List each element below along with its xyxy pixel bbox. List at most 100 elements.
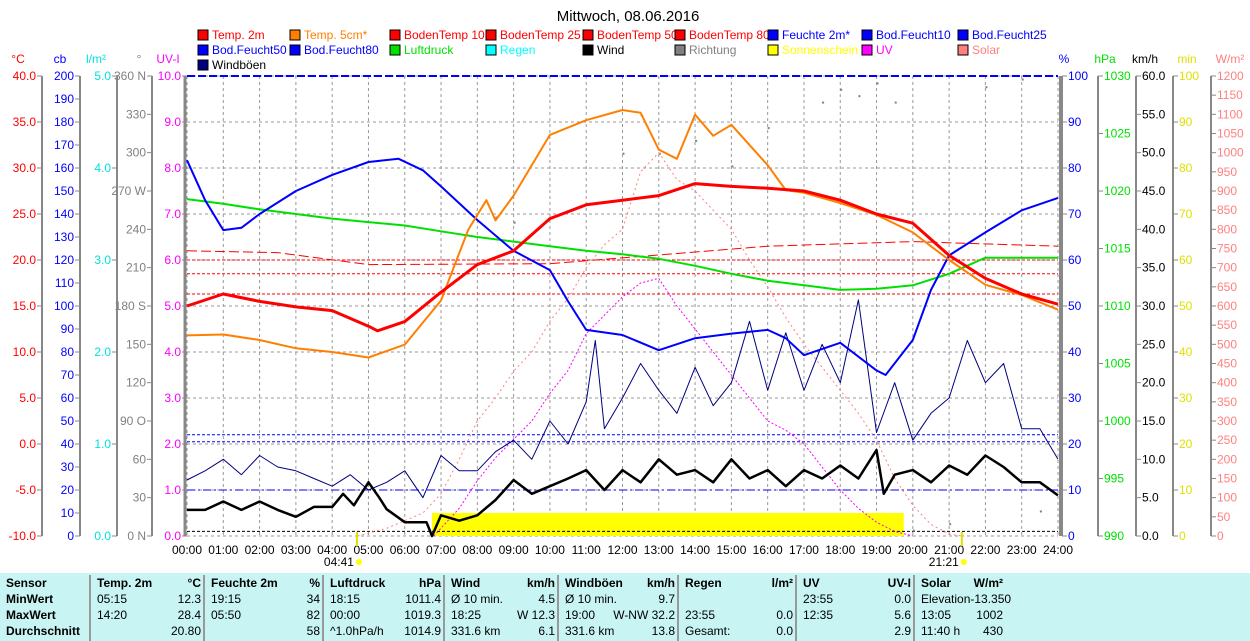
axis-unit-label: hPa: [1094, 52, 1116, 66]
stats-value: 430: [982, 624, 1003, 638]
axis-tick-label: 70: [1068, 207, 1082, 221]
x-tick-label: 00:00: [172, 543, 202, 557]
stats-label: 12:35: [803, 608, 834, 622]
axis-tick-label: 2.0: [164, 437, 181, 451]
axis-tick-label: 25.0: [1142, 337, 1166, 351]
direction-point: [695, 139, 698, 142]
stats-label: Sensor: [6, 576, 47, 590]
stats-label: 331.6 km: [451, 624, 501, 638]
axis-tick-label: 150: [1217, 472, 1237, 486]
stats-value: l/m²: [771, 576, 793, 590]
axis-uvi: UV-I 0.0 1.0 2.0 3.0 4.0 5.0 6.0 7.0 8.0 9.0 10.0: [156, 52, 187, 543]
direction-point: [894, 101, 897, 104]
stats-header: Wind km/h: [445, 575, 559, 591]
x-tick-label: 19:00: [862, 543, 892, 557]
axis-tick-label: 0: [1217, 529, 1224, 543]
stats-header: Sensor: [0, 575, 89, 591]
axis-tick-label: 7.0: [164, 207, 181, 221]
axis-tick-label: 1030: [1104, 69, 1131, 83]
axes: °C -10.0 -5.0 0.0 5.0 10.0 15.0 20.0 25.0 30.0 35.…: [9, 52, 1245, 543]
axis-tick-label: 1.0: [164, 483, 181, 497]
axis-tick-label: 70: [61, 368, 75, 382]
axis-tick-label: 40.0: [13, 69, 37, 83]
axis-tick-label: 20: [1068, 437, 1082, 451]
legend-label: BodenTemp 80: [689, 28, 770, 42]
stats-header: Windböen km/h: [559, 575, 679, 591]
legend-item: UV: [861, 43, 893, 57]
stats-label: Gesamt:: [685, 624, 731, 638]
stats-header: Feuchte 2m%: [205, 575, 324, 591]
series-uv: [433, 277, 913, 537]
legend-swatch: [767, 44, 779, 56]
legend-swatch: [389, 44, 401, 56]
axis-unit-label: %: [1059, 52, 1070, 66]
stats-row: 331.6 km 6.1: [445, 623, 559, 639]
axis-tick-label: 190: [54, 92, 74, 106]
stats-value: 0.0: [776, 608, 793, 622]
stats-column: Regen l/m² 23:55 0.0 Gesamt: 0.0: [677, 575, 797, 641]
legend-swatch: [674, 44, 686, 56]
stats-row: 05:15 12.3: [91, 591, 205, 607]
axis-tick-label: 330: [126, 107, 146, 121]
direction-point: [840, 88, 843, 91]
axis-tick-label: 30: [1179, 391, 1193, 405]
stats-label: Feuchte 2m: [211, 576, 278, 590]
axis-tick-label: 80: [1068, 161, 1082, 175]
legend-label: Sonnenschein: [782, 43, 858, 57]
axis-tick-label: 0: [67, 529, 74, 543]
axis-tick-label: 5.0: [94, 69, 111, 83]
stats-row: 20.80: [91, 623, 205, 639]
axis-tick-label: 10: [61, 506, 75, 520]
axis-tick-label: 2.0: [94, 345, 111, 359]
series-solar: [357, 152, 962, 537]
direction-point: [1039, 510, 1042, 513]
legend-item: Solar: [957, 43, 1000, 57]
legend-item: Bod.Feucht25: [957, 28, 1047, 42]
axis-tick-label: 400: [1217, 376, 1237, 390]
axis-tick-label: 50: [1179, 299, 1193, 313]
axis-tick-label: 0 N: [127, 529, 146, 543]
axis-tick-label: 1200: [1217, 69, 1244, 83]
x-tick-label: 11:00: [572, 543, 601, 557]
axis-tick-label: 950: [1217, 165, 1237, 179]
axis-tick-label: 0: [1068, 529, 1075, 543]
stats-value: 6.1: [538, 624, 555, 638]
axis-tick-label: 600: [1217, 299, 1237, 313]
axis-tick-label: 90 O: [120, 414, 146, 428]
stats-row: Elevation -13.350: [915, 591, 1011, 607]
x-tick-label: 01:00: [208, 543, 238, 557]
direction-point: [912, 529, 915, 532]
axis-unit-label: W/m²: [1216, 52, 1245, 66]
legend-swatch: [389, 29, 401, 41]
level-bodentemp-10: [186, 241, 1059, 266]
axis-tick-label: 30: [1068, 391, 1082, 405]
legend-label: Bod.Feucht80: [304, 43, 379, 57]
axis-tick-label: 500: [1217, 337, 1237, 351]
stats-value: 13.8: [651, 624, 675, 638]
axis-tick-label: 1150: [1217, 88, 1243, 102]
axis-unit-label: °C: [11, 52, 25, 66]
axis-tick-label: 250: [1217, 433, 1237, 447]
axis-tick-label: 210: [126, 261, 146, 275]
direction-point: [731, 165, 734, 168]
axis-tick-label: 30.0: [1142, 299, 1166, 313]
stats-row: 23:55 0.0: [679, 607, 797, 623]
x-tick-label: 24:00: [1043, 543, 1073, 557]
legend-item: BodenTemp 50: [582, 28, 678, 42]
x-tick-label: 07:00: [426, 543, 456, 557]
axis-tick-label: 850: [1217, 203, 1237, 217]
axis-tick-label: 10.0: [1142, 452, 1166, 466]
x-tick-label: 13:00: [644, 543, 674, 557]
stats-row: Ø 10 min. 9.7: [559, 591, 679, 607]
axis-tick-label: 130: [54, 230, 74, 244]
x-tick-label: 17:00: [789, 543, 819, 557]
axis-tick-label: 1100: [1217, 107, 1243, 121]
sun-icon: [960, 559, 967, 565]
legend-swatch: [957, 29, 969, 41]
axis-tick-label: 9.0: [164, 115, 181, 129]
stats-row: 18:15 1011.4: [324, 591, 445, 607]
axis-tick-label: 1000: [1217, 146, 1244, 160]
axis-temp: °C -10.0 -5.0 0.0 5.0 10.0 15.0 20.0 25.0 30.0 35.…: [9, 52, 43, 543]
stats-row: Gesamt: 0.0: [679, 623, 797, 639]
axis-tick-label: 750: [1217, 242, 1237, 256]
